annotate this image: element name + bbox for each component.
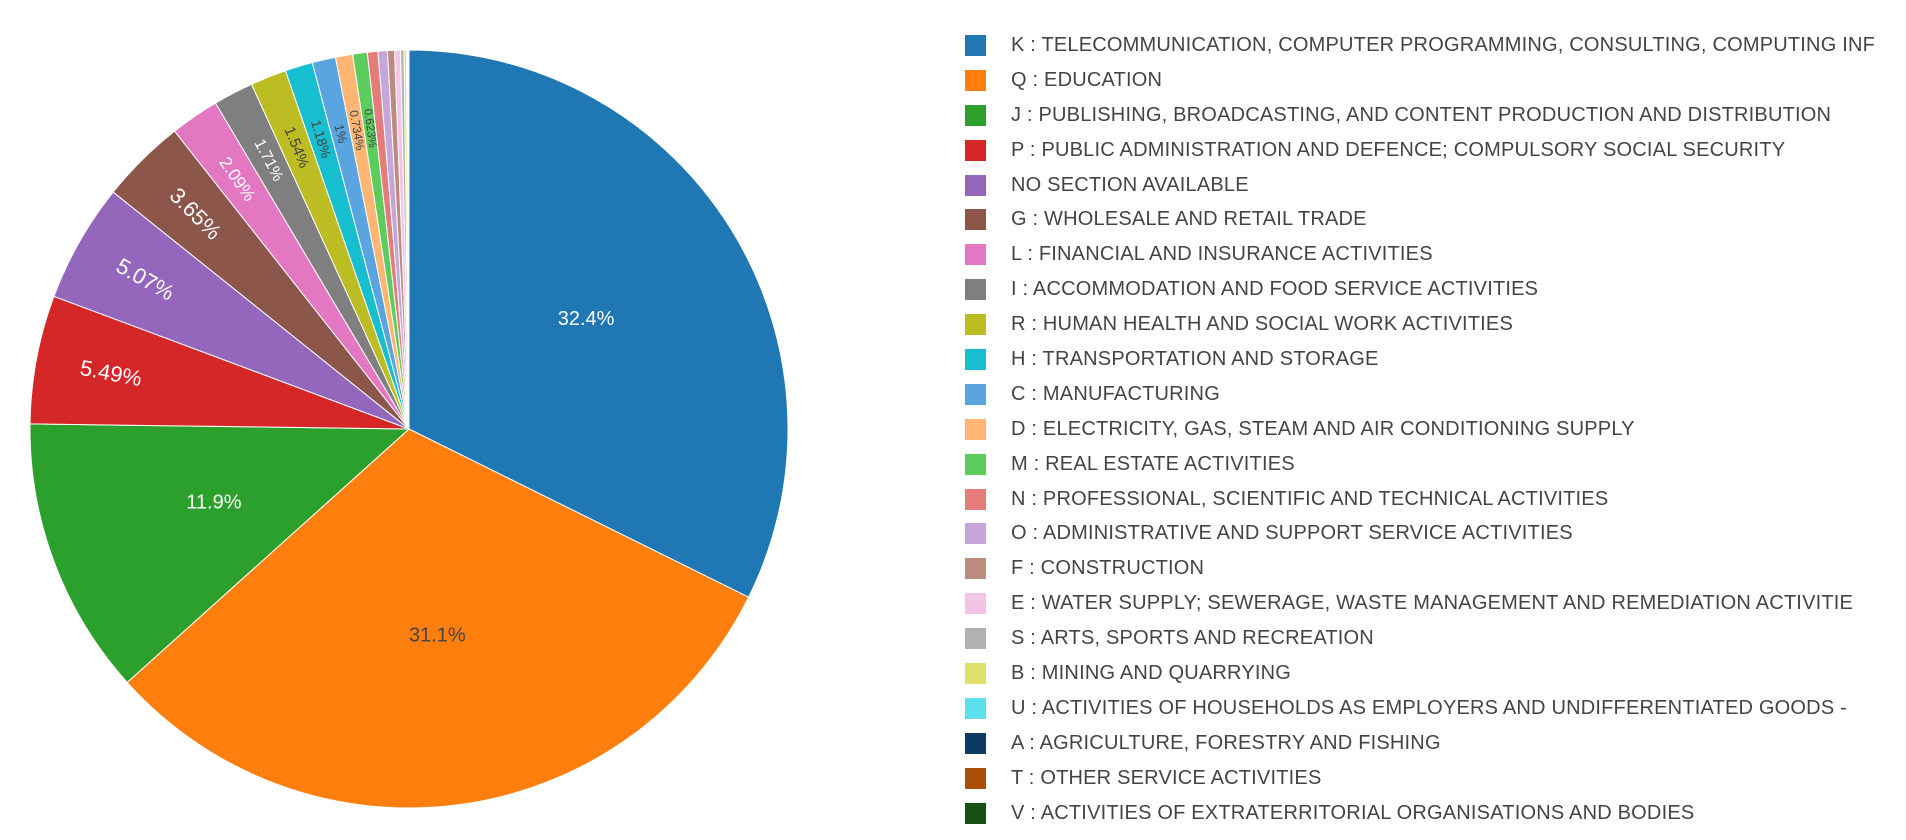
legend-item-22[interactable]: V : ACTIVITIES OF EXTRATERRITORIAL ORGAN… — [965, 796, 1895, 831]
legend-swatch — [965, 453, 986, 475]
pie-plot: 32.4%31.1%11.9%5.49%5.07%3.65%2.09%1.71%… — [29, 49, 789, 809]
legend-label: F : CONSTRUCTION — [1011, 557, 1205, 580]
legend-label: R : HUMAN HEALTH AND SOCIAL WORK ACTIVIT… — [1011, 313, 1514, 336]
pie-slice-label-2: 11.9% — [186, 491, 241, 513]
legend-item-14[interactable]: O : ADMINISTRATIVE AND SUPPORT SERVICE A… — [965, 516, 1895, 551]
legend-swatch — [965, 732, 986, 754]
legend-label: B : MINING AND QUARRYING — [1011, 661, 1292, 684]
legend-swatch — [965, 279, 986, 301]
legend-label: I : ACCOMMODATION AND FOOD SERVICE ACTIV… — [1011, 278, 1539, 301]
legend-label: V : ACTIVITIES OF EXTRATERRITORIAL ORGAN… — [1011, 801, 1695, 824]
legend-item-5[interactable]: G : WHOLESALE AND RETAIL TRADE — [965, 202, 1895, 237]
legend-item-0[interactable]: K : TELECOMMUNICATION, COMPUTER PROGRAMM… — [965, 28, 1895, 63]
legend-item-12[interactable]: M : REAL ESTATE ACTIVITIES — [965, 447, 1895, 482]
legend-item-1[interactable]: Q : EDUCATION — [965, 63, 1895, 98]
pie-slice-label-12: 0.623% — [361, 108, 378, 148]
legend-label: E : WATER SUPPLY; SEWERAGE, WASTE MANAGE… — [1011, 592, 1854, 615]
legend-swatch — [965, 802, 986, 824]
legend-swatch — [965, 139, 986, 161]
legend-swatch — [965, 174, 986, 196]
legend-swatch — [965, 488, 986, 510]
legend-label: Q : EDUCATION — [1011, 68, 1163, 91]
legend-swatch — [965, 697, 986, 719]
pie-slice-2[interactable] — [29, 423, 411, 684]
pie-slices — [29, 49, 789, 809]
legend-swatch — [965, 628, 986, 650]
legend-label: M : REAL ESTATE ACTIVITIES — [1011, 452, 1295, 475]
legend-swatch — [965, 314, 986, 336]
legend-label: U : ACTIVITIES OF HOUSEHOLDS AS EMPLOYER… — [1011, 696, 1847, 719]
legend-item-2[interactable]: J : PUBLISHING, BROADCASTING, AND CONTEN… — [965, 98, 1895, 133]
legend-label: T : OTHER SERVICE ACTIVITIES — [1011, 766, 1322, 789]
legend-label: N : PROFESSIONAL, SCIENTIFIC AND TECHNIC… — [1011, 487, 1609, 510]
legend-label: D : ELECTRICITY, GAS, STEAM AND AIR COND… — [1011, 417, 1635, 440]
legend-label: L : FINANCIAL AND INSURANCE ACTIVITIES — [1011, 243, 1433, 266]
legend-swatch — [965, 593, 986, 615]
legend-swatch — [965, 244, 986, 266]
legend-item-21[interactable]: T : OTHER SERVICE ACTIVITIES — [965, 761, 1895, 796]
pie-slice-1[interactable] — [126, 428, 750, 809]
legend-item-13[interactable]: N : PROFESSIONAL, SCIENTIFIC AND TECHNIC… — [965, 482, 1895, 517]
pie-slice-0[interactable] — [408, 49, 789, 598]
legend-item-16[interactable]: E : WATER SUPPLY; SEWERAGE, WASTE MANAGE… — [965, 586, 1895, 621]
legend-item-19[interactable]: U : ACTIVITIES OF HOUSEHOLDS AS EMPLOYER… — [965, 691, 1895, 726]
legend-label: S : ARTS, SPORTS AND RECREATION — [1011, 627, 1374, 650]
legend-item-10[interactable]: C : MANUFACTURING — [965, 377, 1895, 412]
pie-slice-label-0: 32.4% — [558, 308, 615, 330]
legend-swatch — [965, 418, 986, 440]
legend-item-11[interactable]: D : ELECTRICITY, GAS, STEAM AND AIR COND… — [965, 412, 1895, 447]
legend-item-7[interactable]: I : ACCOMMODATION AND FOOD SERVICE ACTIV… — [965, 272, 1895, 307]
legend-swatch — [965, 209, 986, 231]
legend-label: H : TRANSPORTATION AND STORAGE — [1011, 347, 1379, 370]
legend-swatch — [965, 383, 986, 405]
legend-swatch — [965, 662, 986, 684]
legend-item-18[interactable]: B : MINING AND QUARRYING — [965, 656, 1895, 691]
pie-slice-label-1: 31.1% — [409, 625, 466, 647]
legend-item-4[interactable]: NO SECTION AVAILABLE — [965, 168, 1895, 203]
pie-slice-3[interactable] — [29, 295, 410, 430]
legend-label: G : WHOLESALE AND RETAIL TRADE — [1011, 208, 1367, 231]
legend-label: NO SECTION AVAILABLE — [1011, 173, 1249, 196]
legend-label: K : TELECOMMUNICATION, COMPUTER PROGRAMM… — [1011, 33, 1876, 56]
legend-label: C : MANUFACTURING — [1011, 382, 1220, 405]
legend-swatch — [965, 767, 986, 789]
pie-slice-label-11: 0.734% — [347, 109, 368, 152]
legend-item-20[interactable]: A : AGRICULTURE, FORESTRY AND FISHING — [965, 726, 1895, 761]
legend-swatch — [965, 348, 986, 370]
pie-slice-label-10: 1% — [331, 123, 350, 145]
legend-item-8[interactable]: R : HUMAN HEALTH AND SOCIAL WORK ACTIVIT… — [965, 307, 1895, 342]
legend-label: A : AGRICULTURE, FORESTRY AND FISHING — [1011, 731, 1441, 754]
legend-item-17[interactable]: S : ARTS, SPORTS AND RECREATION — [965, 621, 1895, 656]
legend-item-9[interactable]: H : TRANSPORTATION AND STORAGE — [965, 342, 1895, 377]
legend-swatch — [965, 34, 986, 56]
legend-swatch — [965, 523, 986, 545]
legend-swatch — [965, 104, 986, 126]
legend-swatch — [965, 69, 986, 91]
legend-item-15[interactable]: F : CONSTRUCTION — [965, 551, 1895, 586]
legend-item-6[interactable]: L : FINANCIAL AND INSURANCE ACTIVITIES — [965, 237, 1895, 272]
legend: K : TELECOMMUNICATION, COMPUTER PROGRAMM… — [965, 28, 1895, 830]
legend-swatch — [965, 558, 986, 580]
legend-label: P : PUBLIC ADMINISTRATION AND DEFENCE; C… — [1011, 138, 1786, 161]
legend-item-3[interactable]: P : PUBLIC ADMINISTRATION AND DEFENCE; C… — [965, 133, 1895, 168]
legend-label: J : PUBLISHING, BROADCASTING, AND CONTEN… — [1011, 103, 1832, 126]
legend-label: O : ADMINISTRATIVE AND SUPPORT SERVICE A… — [1011, 522, 1573, 545]
